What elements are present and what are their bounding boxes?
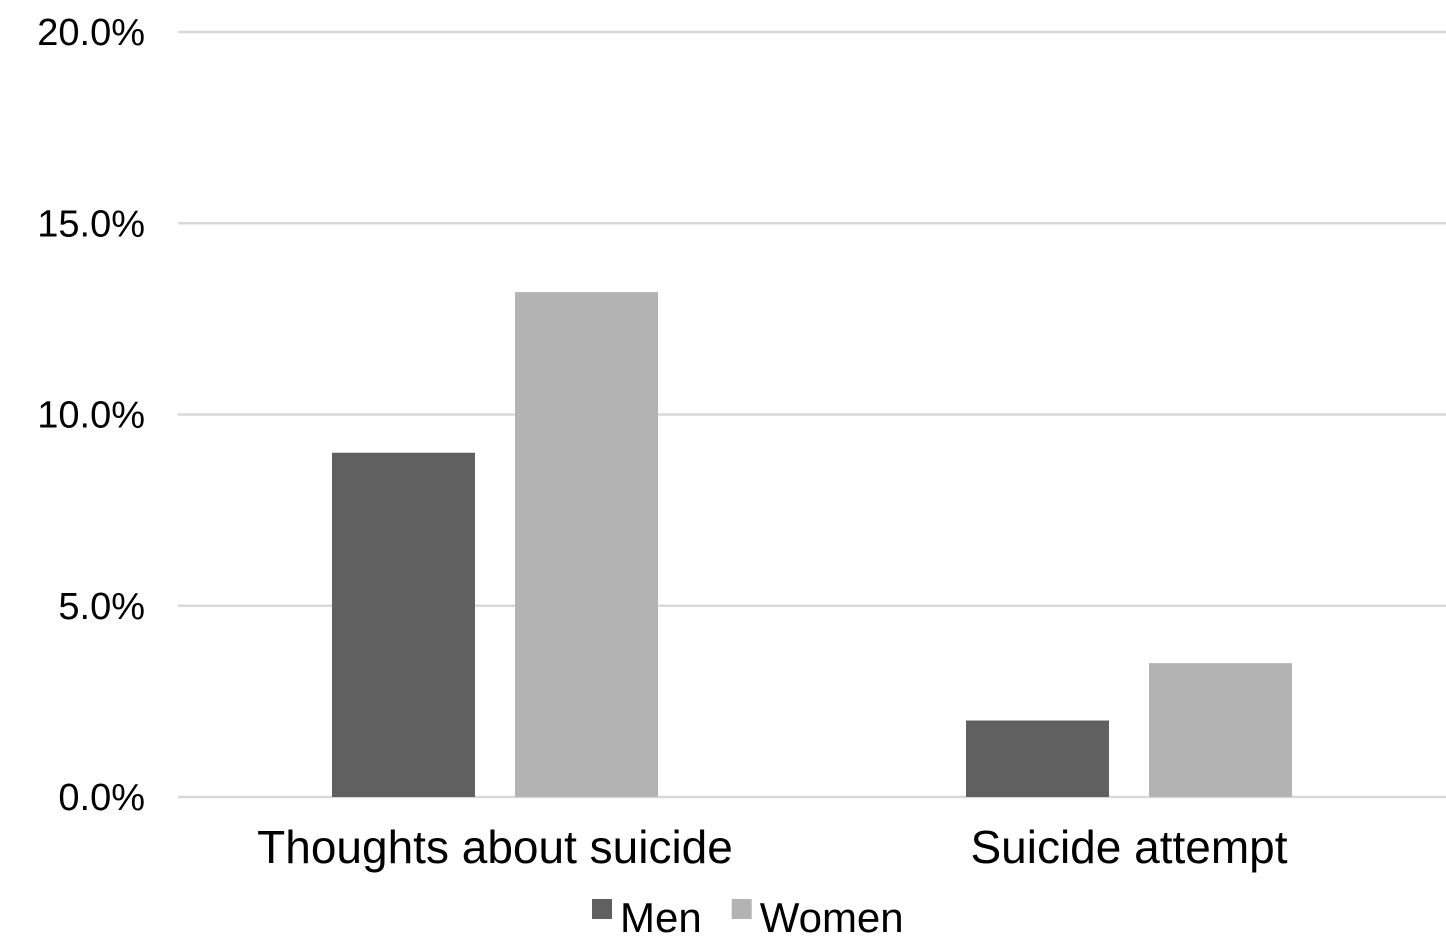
y-axis-tick-labels: 0.0% 5.0% 10.0% 15.0% 20.0% — [37, 12, 145, 819]
legend: Men Women — [592, 894, 904, 940]
legend-label-men: Men — [620, 894, 702, 940]
y-tick-label: 20.0% — [37, 12, 145, 54]
bar-women-1 — [1149, 663, 1292, 797]
bar-women-0 — [515, 292, 658, 797]
legend-label-women: Women — [760, 894, 904, 940]
y-tick-label: 5.0% — [58, 586, 145, 628]
legend-swatch-men — [592, 899, 612, 919]
x-axis-category-labels: Thoughts about suicide Suicide attempt — [257, 821, 1288, 873]
x-category-label: Suicide attempt — [970, 821, 1287, 873]
bar-men-0 — [332, 452, 475, 797]
y-tick-label: 10.0% — [37, 395, 145, 437]
y-tick-label: 0.0% — [58, 777, 145, 819]
legend-swatch-women — [731, 899, 752, 919]
bars — [332, 292, 1292, 797]
x-category-label: Thoughts about suicide — [257, 821, 733, 873]
bar-men-1 — [966, 720, 1109, 797]
y-tick-label: 15.0% — [37, 203, 145, 245]
